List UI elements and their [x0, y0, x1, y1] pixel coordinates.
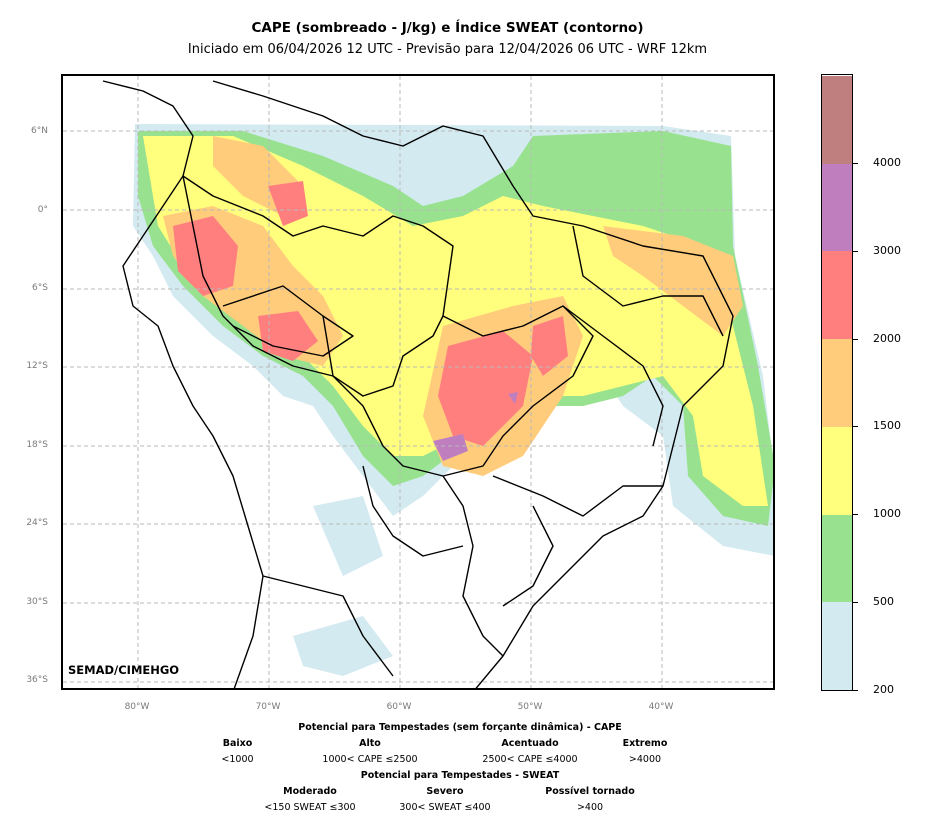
watermark-label: SEMAD/CIMEHGO	[68, 663, 180, 677]
map-subtitle: Iniciado em 06/04/2026 12 UTC - Previsão…	[187, 42, 708, 57]
cape-legend-header: Potencial para Tempestades (sem forçante…	[298, 722, 622, 733]
cape-level-range: <1000	[221, 754, 254, 765]
sweat-level-range: <150 SWEAT ≤300	[264, 802, 356, 813]
colorbar-tick-mark	[853, 689, 858, 691]
colorbar	[821, 74, 853, 691]
borders	[102, 80, 734, 688]
colorbar-band	[822, 602, 852, 690]
sweat-level-name: Possível tornado	[545, 786, 635, 797]
colorbar-band	[822, 76, 852, 164]
colorbar-tick-label: 3000	[873, 243, 901, 257]
cape-level-range: 2500< CAPE ≤4000	[482, 754, 578, 765]
cape-level-name: Alto	[359, 738, 381, 749]
lat-tick-18s: 18°S	[26, 440, 48, 450]
lon-tick-80w: 80°W	[124, 702, 150, 712]
colorbar-tick-label: 1500	[873, 419, 901, 433]
sweat-level-name: Severo	[426, 786, 464, 797]
map-panel	[61, 74, 775, 690]
colorbar-band	[822, 251, 852, 340]
map-title: CAPE (sombreado - J/kg) e Índice SWEAT (…	[251, 20, 644, 36]
sweat-level-range: >400	[576, 802, 604, 813]
lon-tick-40w: 40°W	[648, 702, 674, 712]
colorbar-band	[822, 426, 852, 515]
lat-tick-36s: 36°S	[26, 675, 48, 685]
colorbar-tick-label: 4000	[873, 156, 901, 170]
colorbar-tick-label: 2000	[873, 331, 901, 345]
colorbar-tick-label: 200	[873, 682, 894, 696]
colorbar-tick-mark	[853, 250, 858, 252]
colorbar-tick-mark	[853, 338, 858, 340]
colorbar-tick-label: 500	[873, 594, 894, 608]
cape-level-name: Extremo	[622, 738, 668, 749]
cape-shading	[133, 124, 773, 676]
colorbar-tick-mark	[853, 426, 858, 428]
cape-map	[63, 76, 773, 688]
lon-tick-70w: 70°W	[255, 702, 281, 712]
colorbar-tick-mark	[853, 601, 858, 603]
sweat-level-name: Moderado	[283, 786, 337, 797]
cape-level-range: 1000< CAPE ≤2500	[322, 754, 418, 765]
colorbar-tick-label: 1000	[873, 507, 901, 521]
colorbar-tick-mark	[853, 514, 858, 516]
cape-level-name: Baixo	[222, 738, 253, 749]
colorbar-band	[822, 163, 852, 252]
lat-tick-6s: 6°S	[32, 283, 48, 293]
graticule	[63, 76, 773, 688]
sweat-legend-header: Potencial para Tempestades - SWEAT	[360, 770, 560, 781]
lat-tick-6n: 6°N	[31, 126, 48, 136]
cape-level-range: >4000	[628, 754, 662, 765]
lat-tick-30s: 30°S	[26, 597, 48, 607]
lon-tick-60w: 60°W	[386, 702, 412, 712]
lat-tick-24s: 24°S	[26, 518, 48, 528]
lat-tick-0: 0°	[37, 205, 48, 215]
lon-tick-50w: 50°W	[517, 702, 543, 712]
colorbar-tick-mark	[853, 163, 858, 165]
colorbar-band	[822, 339, 852, 427]
lat-tick-12s: 12°S	[26, 361, 48, 371]
colorbar-band	[822, 514, 852, 603]
sweat-level-range: 300< SWEAT ≤400	[399, 802, 491, 813]
cape-level-name: Acentuado	[501, 738, 559, 749]
